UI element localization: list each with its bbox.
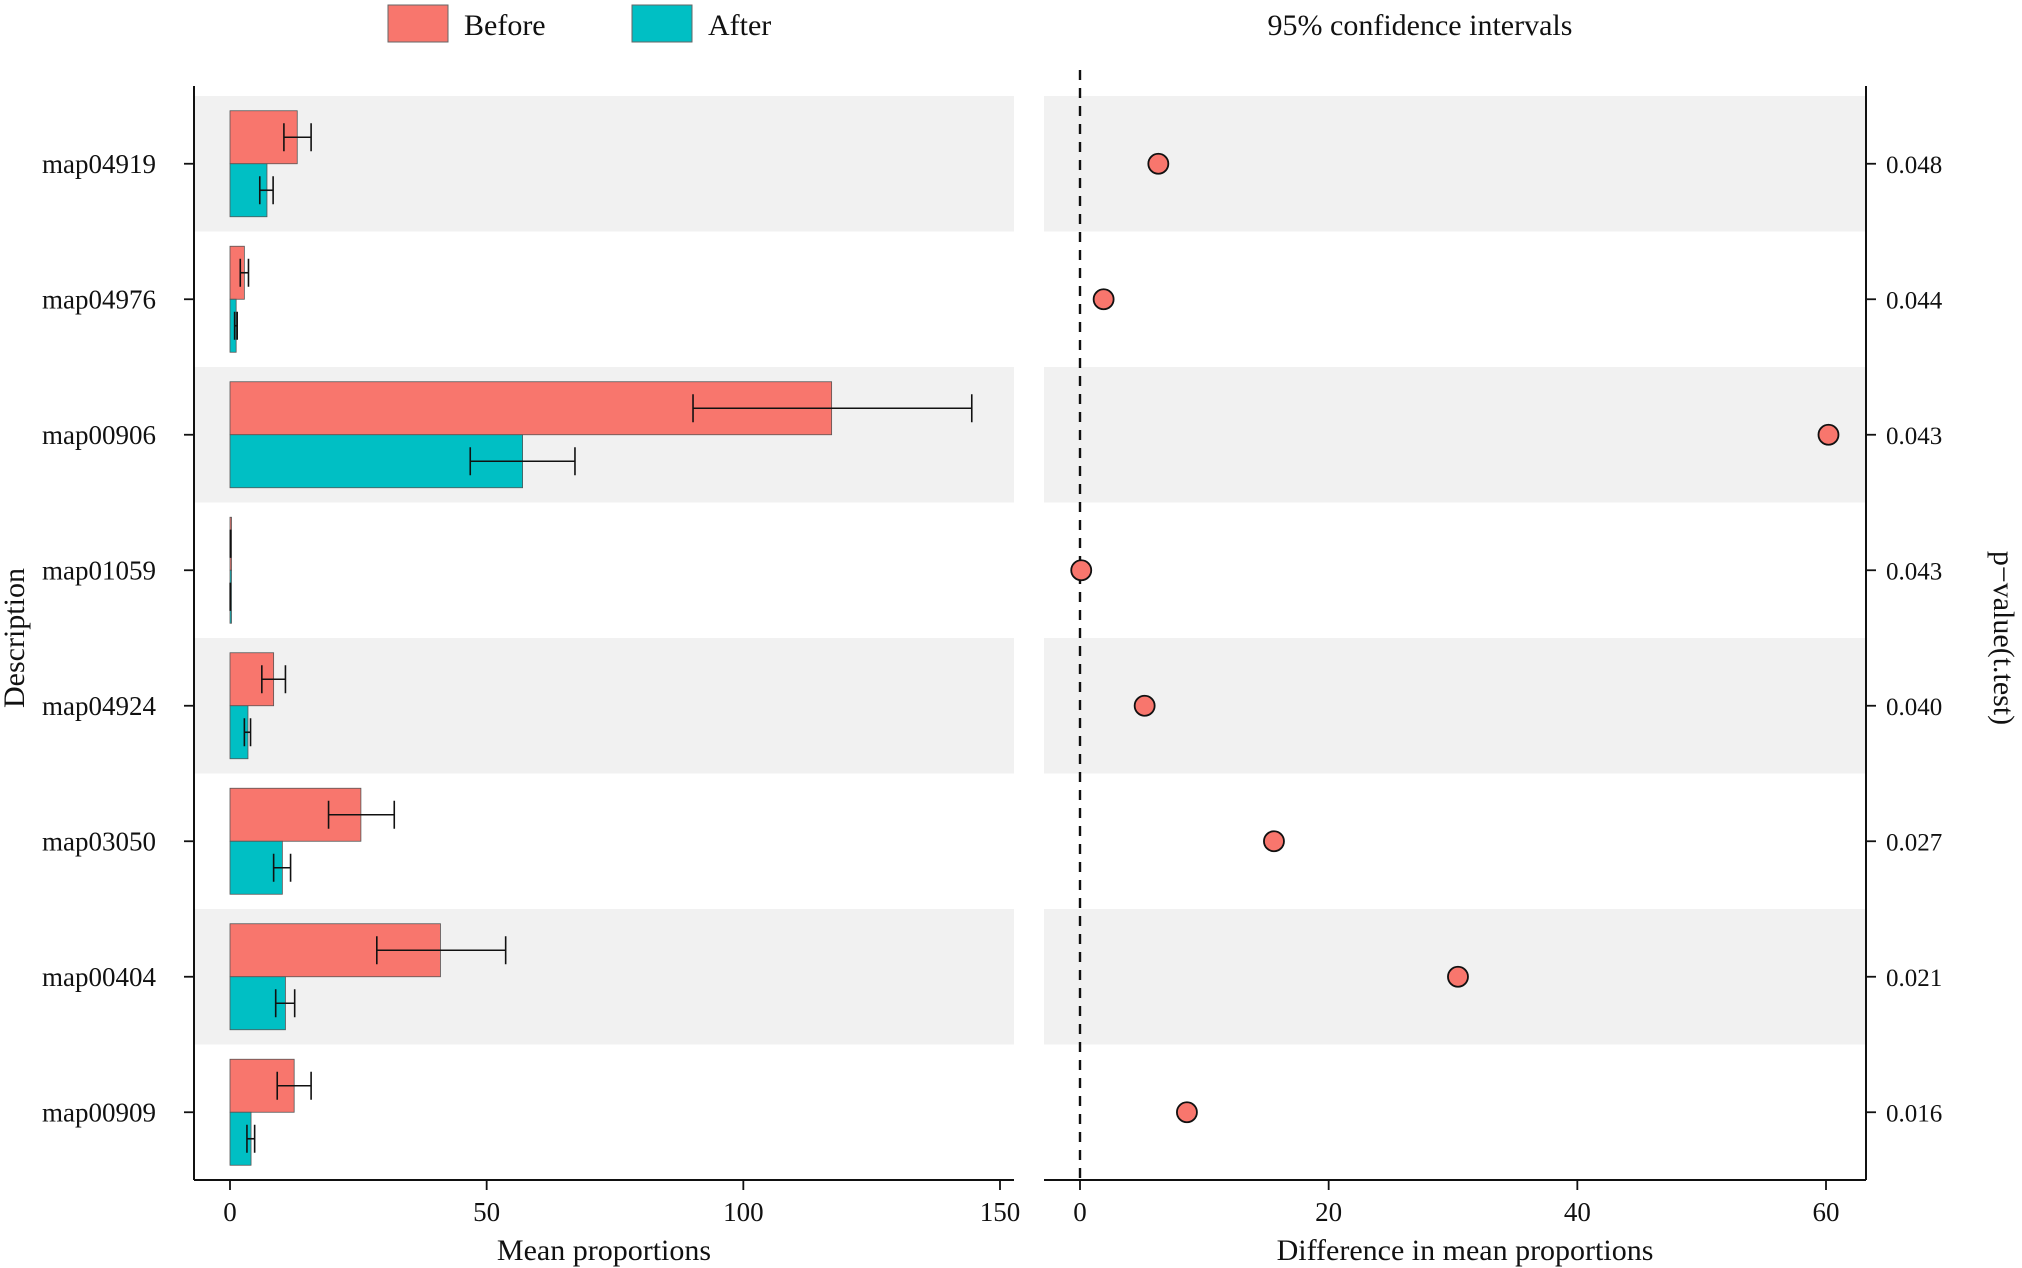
x-axis-title-right: Difference in mean proportions: [1277, 1234, 1654, 1267]
point-map03050: [1263, 830, 1285, 853]
x-tick-label-left: 150: [980, 1197, 1021, 1227]
p-value-label-map01059: 0.043: [1886, 558, 1942, 585]
legend-label-after: After: [708, 9, 771, 42]
panel-title-right: 95% confidence intervals: [1268, 9, 1573, 42]
x-tick-label-right: 20: [1315, 1197, 1342, 1227]
y-axis-title-right: p−value(t.test): [1987, 551, 2020, 725]
p-value-label-map04919: 0.048: [1886, 152, 1942, 179]
point-map04924: [1133, 694, 1156, 717]
legend-label-before: Before: [464, 9, 546, 42]
point-map00404: [1447, 965, 1469, 988]
row-stripe-left: [194, 638, 1014, 774]
x-axis-title-left: Mean proportions: [497, 1234, 711, 1267]
category-label-map00909: map00909: [42, 1097, 156, 1127]
x-tick-label-left: 50: [473, 1197, 500, 1227]
x-tick-label-right: 60: [1813, 1197, 1840, 1227]
point-map00909: [1176, 1101, 1198, 1124]
point-map00906: [1817, 423, 1840, 446]
row-stripe-right: [1044, 367, 1866, 503]
x-tick-label-left: 0: [223, 1197, 237, 1227]
p-value-label-map00404: 0.021: [1886, 965, 1942, 992]
row-stripe-right: [1044, 96, 1866, 232]
y-axis-title-left: Description: [0, 568, 31, 708]
x-tick-label-right: 40: [1564, 1197, 1591, 1227]
category-label-map00906: map00906: [42, 420, 156, 450]
x-tick-label-left: 100: [723, 1197, 764, 1227]
row-stripe-right: [1044, 638, 1866, 774]
category-label-map04976: map04976: [42, 284, 156, 314]
point-map01059: [1070, 559, 1093, 582]
p-value-label-map04924: 0.040: [1886, 694, 1942, 721]
category-label-map04919: map04919: [42, 149, 156, 179]
x-tick-label-right: 0: [1073, 1197, 1087, 1227]
p-value-label-map04976: 0.044: [1886, 287, 1943, 314]
p-value-label-map00906: 0.043: [1886, 423, 1942, 450]
category-label-map03050: map03050: [42, 826, 156, 856]
legend-swatch-before: [387, 4, 449, 43]
category-label-map04924: map04924: [42, 691, 156, 721]
row-stripe-left: [194, 96, 1014, 232]
point-map04919: [1147, 152, 1170, 175]
p-value-label-map03050: 0.027: [1886, 829, 1942, 856]
legend-swatch-after: [631, 4, 693, 43]
category-label-map01059: map01059: [42, 555, 156, 585]
point-map04976: [1092, 288, 1115, 311]
category-label-map00404: map00404: [42, 962, 156, 992]
p-value-label-map00909: 0.016: [1886, 1100, 1942, 1127]
